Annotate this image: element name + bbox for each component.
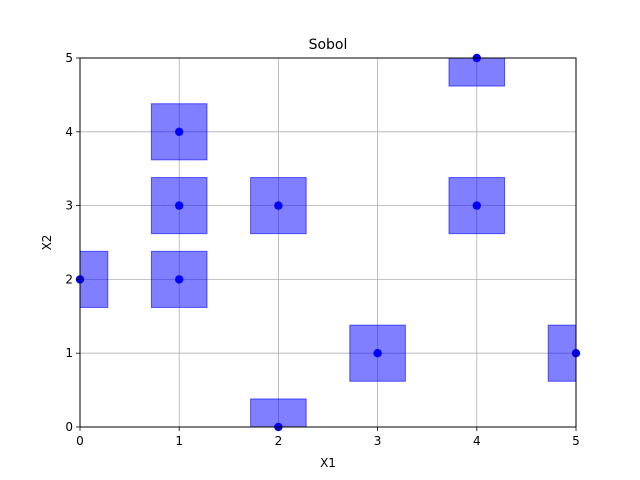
sample-point [472, 201, 481, 210]
y-tick-label: 1 [65, 346, 73, 360]
x-tick-label: 3 [374, 434, 382, 448]
box-layer [80, 58, 576, 427]
y-tick-label: 5 [65, 51, 73, 65]
sample-point [373, 349, 382, 358]
y-axis-ticks: 0 1 2 3 4 5 [65, 51, 80, 434]
chart-title: Sobol [309, 37, 348, 53]
sample-point [274, 201, 283, 210]
y-tick-label: 4 [65, 125, 73, 139]
y-axis-label: X2 [40, 235, 54, 251]
sample-box [80, 250, 109, 308]
plot-frame [79, 57, 577, 428]
x-tick-label: 1 [175, 434, 183, 448]
x-tick-label: 2 [275, 434, 283, 448]
x-axis-ticks: 0 1 2 3 4 5 [76, 427, 580, 448]
x-tick-label: 4 [473, 434, 481, 448]
point-layer [75, 53, 581, 432]
x-tick-label: 5 [572, 434, 580, 448]
y-tick-label: 0 [65, 420, 73, 434]
sample-box [448, 58, 506, 87]
x-tick-label: 0 [76, 434, 84, 448]
sample-point [175, 127, 184, 136]
x-axis-label: X1 [320, 456, 336, 470]
sample-point [175, 201, 184, 210]
sample-point [175, 275, 184, 284]
y-tick-label: 3 [65, 199, 73, 213]
y-tick-label: 2 [65, 272, 73, 286]
